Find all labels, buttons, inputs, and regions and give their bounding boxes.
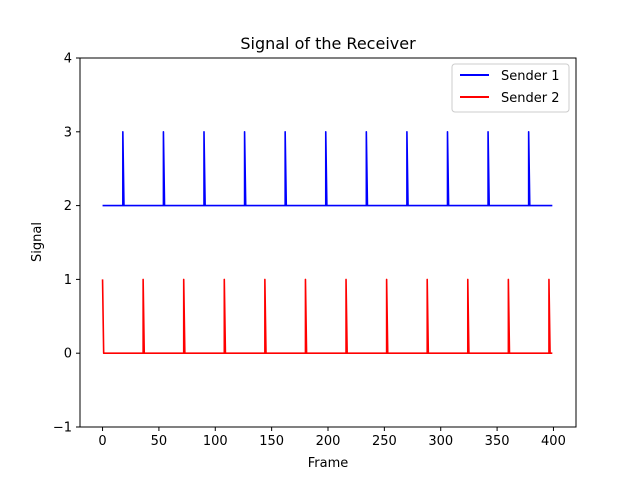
- x-tick-label: 250: [372, 434, 397, 449]
- x-tick-label: 150: [259, 434, 284, 449]
- x-tick-label: 50: [151, 434, 168, 449]
- x-tick-label: 350: [485, 434, 510, 449]
- x-tick-label: 100: [203, 434, 228, 449]
- y-tick-label: 3: [64, 125, 72, 140]
- legend-label-sender-1: Sender 1: [501, 69, 560, 84]
- x-tick-label: 0: [98, 434, 106, 449]
- x-tick-label: 400: [541, 434, 566, 449]
- y-axis: −1 0 1 2 3 4: [53, 52, 80, 436]
- series-line-1: [102, 131, 553, 207]
- chart-title: Signal of the Receiver: [240, 34, 416, 53]
- y-tick-label: 0: [64, 347, 72, 362]
- y-tick-label: −1: [53, 421, 72, 436]
- legend: Sender 1 Sender 2: [451, 63, 570, 113]
- series-line-2: [101, 278, 553, 354]
- x-tick-label: 300: [428, 434, 453, 449]
- x-axis-title: Frame: [308, 456, 349, 471]
- x-axis: 0 50 100 150 200 250 300 350 400: [98, 427, 566, 449]
- y-tick-label: 4: [64, 52, 72, 67]
- y-tick-label: 1: [64, 273, 72, 288]
- y-axis-title: Signal: [30, 222, 45, 262]
- legend-label-sender-2: Sender 2: [501, 91, 560, 106]
- y-tick-label: 2: [64, 199, 72, 214]
- plot-lines: [101, 131, 553, 354]
- x-tick-label: 200: [316, 434, 341, 449]
